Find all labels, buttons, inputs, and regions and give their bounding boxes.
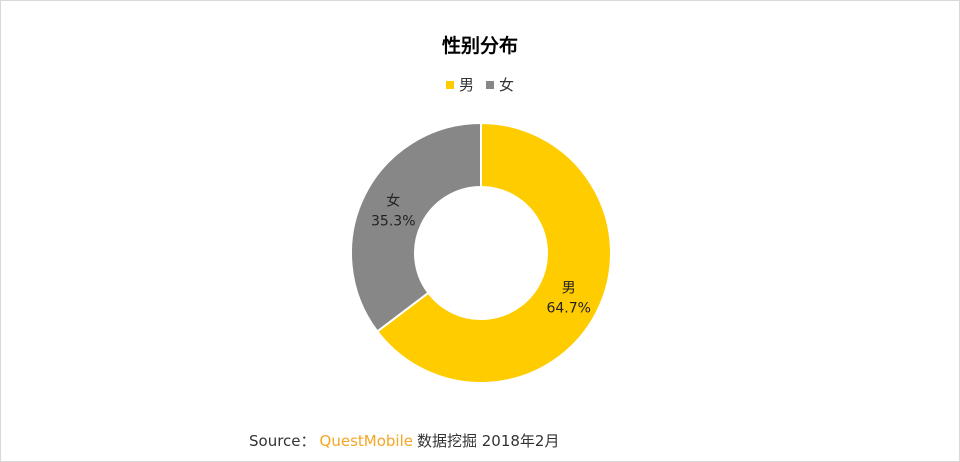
source-prefix: Source： (249, 432, 316, 450)
legend-swatch-female (486, 80, 494, 89)
slice-name-label: 女 (386, 192, 400, 209)
chart-legend: 男 女 (1, 74, 959, 95)
slice-value-label: 64.7% (546, 301, 590, 317)
chart-title: 性别分布 (441, 35, 518, 57)
slice-labels: 男 64.7% 女 35.3% (371, 192, 591, 316)
legend-item-male: 男 (445, 74, 474, 95)
source-note: Source： QuestMobile 数据挖掘 2018年2月 (249, 430, 559, 451)
source-suffix: 数据挖掘 2018年2月 (416, 432, 560, 450)
source-brand: QuestMobile (319, 432, 413, 450)
slice-value-label: 35.3% (371, 213, 415, 229)
donut-slice-male (375, 121, 612, 384)
slice-name-label: 男 (562, 281, 576, 297)
legend-label-female: 女 (499, 76, 515, 94)
donut-slices (350, 121, 612, 384)
legend-swatch-male (445, 80, 454, 89)
donut-slice-female (350, 121, 482, 333)
legend-label-male: 男 (458, 76, 474, 94)
legend-item-female: 女 (486, 74, 514, 95)
